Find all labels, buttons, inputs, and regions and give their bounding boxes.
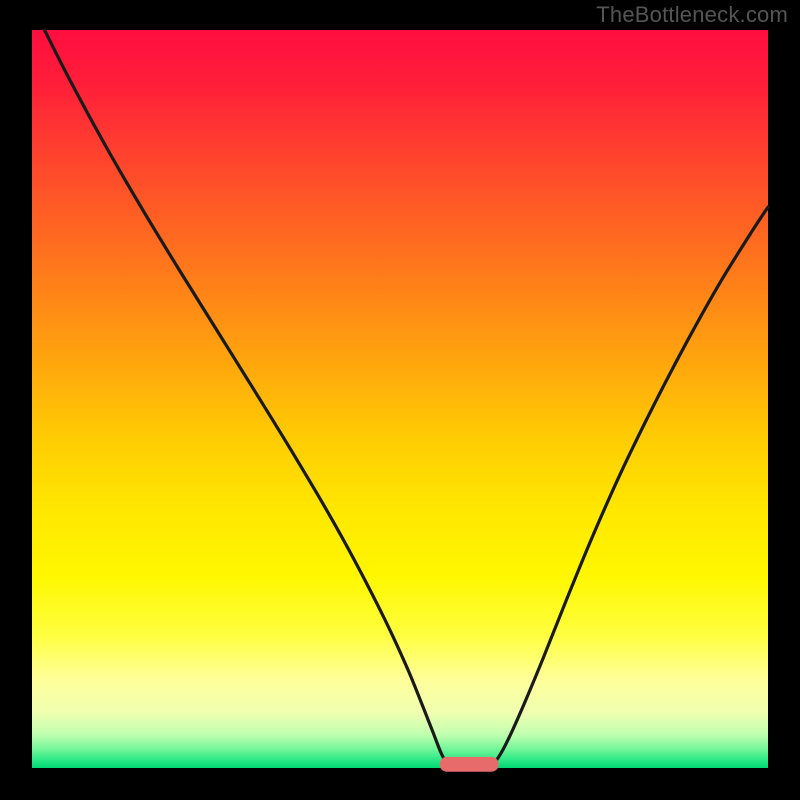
watermark-text: TheBottleneck.com [596,2,788,28]
chart-svg [0,0,800,800]
optimum-marker [440,757,499,772]
bottleneck-chart: TheBottleneck.com [0,0,800,800]
